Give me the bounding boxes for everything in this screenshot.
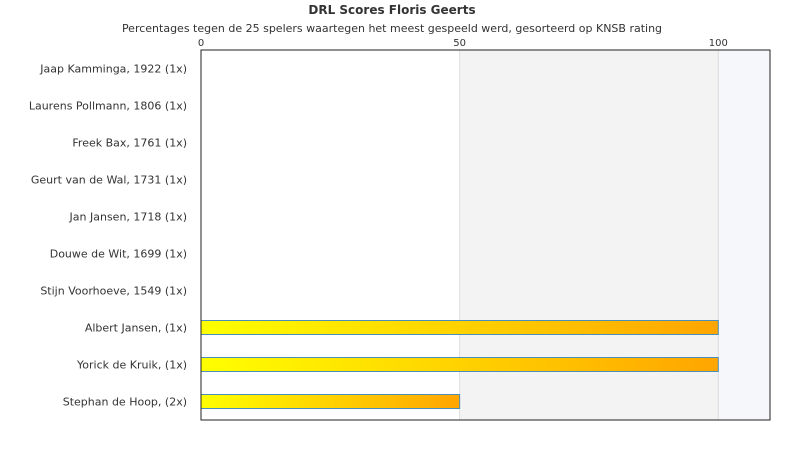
category-label: Albert Jansen, (1x)	[85, 322, 187, 335]
bar[interactable]	[200, 357, 719, 372]
bar[interactable]	[200, 394, 461, 409]
plot-frame	[200, 49, 771, 421]
bar[interactable]	[200, 320, 719, 335]
category-label: Stephan de Hoop, (2x)	[63, 396, 187, 409]
x-tick-label: 50	[453, 38, 466, 49]
chart-title: DRL Scores Floris Geerts	[308, 3, 476, 17]
category-label: Geurt van de Wal, 1731 (1x)	[31, 174, 187, 187]
category-label: Douwe de Wit, 1699 (1x)	[50, 248, 187, 261]
category-label: Jan Jansen, 1718 (1x)	[69, 211, 187, 224]
category-label: Freek Bax, 1761 (1x)	[72, 137, 187, 150]
category-label: Jaap Kamminga, 1922 (1x)	[39, 63, 187, 76]
x-tick-label: 100	[709, 38, 728, 49]
x-tick-label: 0	[198, 38, 204, 49]
category-label: Yorick de Kruik, (1x)	[76, 359, 187, 372]
chart-subtitle: Percentages tegen de 25 spelers waartege…	[121, 22, 663, 35]
category-label: Stijn Voorhoeve, 1549 (1x)	[40, 285, 187, 298]
category-label: Laurens Pollmann, 1806 (1x)	[29, 100, 187, 113]
grid-band	[718, 50, 770, 420]
